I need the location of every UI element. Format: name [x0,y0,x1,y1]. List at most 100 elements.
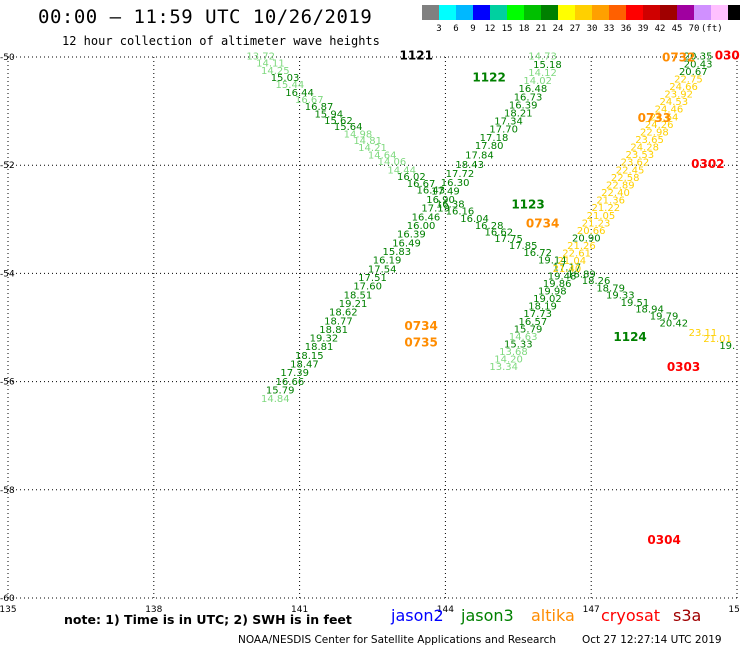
color-scale-label: 6 [453,24,459,34]
wave-height-label: 17.80 [475,141,504,152]
color-scale-label: 27 [569,24,581,34]
color-scale-label: 3 [436,24,442,34]
y-tick-label: -58 [0,486,15,496]
wave-height-label: 21.04 [557,256,586,267]
color-scale-label: 39 [637,24,649,34]
color-scale-label: 15 [501,24,513,34]
color-scale-swatch [422,5,439,20]
wave-height-label: 14.12 [528,68,557,79]
wave-height-label: 16.16 [446,206,475,217]
wave-height-label: 18.26 [582,276,611,287]
wave-height-label: 17.84 [465,151,494,162]
wave-height-label: 18.81 [319,325,348,336]
wave-height-label: 14.21 [358,143,387,154]
wave-height-label: 18.19 [528,302,557,313]
wave-height-label: 15.33 [504,340,533,351]
chart-title: 00:00 – 11:59 UTC 10/26/2019 [38,6,373,28]
wave-height-label: 17.34 [494,117,523,128]
pass-time-label: 0304 [647,533,680,547]
wave-height-label: 16.48 [519,84,548,95]
pass-time-label: 0732 [662,50,695,64]
wave-height-label: 20.42 [659,318,688,329]
wave-height-label: 17.75 [494,234,523,245]
color-scale-label: 18 [518,24,530,34]
wave-height-label: 16.19 [373,256,402,267]
wave-height-label: 24.53 [659,97,688,108]
legend-entry-jason2: jason2 [391,606,444,625]
color-scale-label: 36 [620,24,632,34]
wave-height-label: 20.67 [679,67,708,78]
color-scale-swatch [609,5,626,20]
wave-height-label: 14.98 [344,130,373,141]
footer-timestamp: Oct 27 12:27:14 UTC 2019 [582,634,722,646]
wave-height-label: 16.57 [519,317,548,328]
color-scale-swatch [660,5,677,20]
wave-height-label: 14.84 [261,394,290,405]
wave-height-label: 17.49 [431,186,460,197]
wave-height-label: 22.40 [601,188,630,199]
color-scale-swatch [473,5,490,20]
y-tick-label: -54 [0,269,15,279]
wave-height-label: 17.18 [480,133,509,144]
pass-time-label: 0734 [404,319,437,333]
color-scale-swatch [541,5,558,20]
wave-height-label: 21.40 [553,264,582,275]
x-tick-label: 150 [728,605,740,615]
wave-height-label: 16.04 [460,214,489,225]
wave-height-label: 22.58 [611,173,640,184]
wave-height-label: 17.85 [509,241,538,252]
wave-height-label: 14.02 [523,76,552,87]
wave-height-label: 17.39 [280,368,309,379]
wave-height-label: 18.81 [305,342,334,353]
wave-height-label: 19.02 [533,294,562,305]
wave-height-label: 19.14 [538,256,567,267]
wave-height-label: 15.94 [314,110,343,121]
x-tick-label: 141 [291,605,308,615]
wave-height-label: 13.72 [246,52,275,63]
wave-height-label: 18.51 [344,290,373,301]
wave-height-label: 17.17 [553,263,582,274]
wave-height-label: 16.00 [407,221,436,232]
pass-time-label: 0303 [667,360,700,374]
units-note: note: 1) Time is in UTC; 2) SWH is in fe… [64,612,352,627]
wave-height-label: 16.73 [514,92,543,103]
x-tick-label: 135 [0,605,17,615]
color-scale-swatch [677,5,694,20]
wave-height-label: 17.19 [421,204,450,215]
wave-height-label: 23.11 [689,328,718,339]
wave-height-label: 14.64 [368,151,397,162]
wave-height-label: 15.64 [334,122,363,133]
wave-height-label: 16.46 [412,212,441,223]
wave-height-label: 15.83 [382,247,411,258]
y-tick-label: -50 [0,53,15,63]
color-scale-swatch [439,5,456,20]
wave-height-label: 18.89 [567,270,596,281]
wave-height-label: 16.49 [392,238,421,249]
wave-height-label: 15.44 [276,80,305,91]
pass-time-label: 1122 [472,70,505,84]
wave-height-label: 18.15 [295,351,324,362]
wave-height-label: 14.73 [528,52,557,63]
wave-height-label: 23.53 [625,150,654,161]
wave-height-label: 18.43 [455,160,484,171]
pass-time-label: 030 [715,49,740,63]
wave-height-label: 20.43 [684,59,713,70]
x-tick-label: 144 [437,605,454,615]
pass-time-label: 0733 [638,111,671,125]
wave-height-label: 24.64 [650,112,679,123]
wave-height-label: 15.18 [533,60,562,71]
wave-height-label: 20.66 [577,226,606,237]
wave-height-label: 14.81 [353,136,382,147]
wave-height-label: 16.67 [295,95,324,106]
wave-height-label: 16.43 [416,185,445,196]
wave-height-label: 19.21 [339,299,368,310]
wave-height-label: 16.30 [441,178,470,189]
color-scale-swatch [728,5,740,20]
wave-height-label: 14.20 [494,355,523,366]
color-scale-label: 21 [535,24,547,34]
wave-height-label: 19.86 [543,279,572,290]
color-scale-swatch [524,5,541,20]
color-scale-label: 30 [586,24,598,34]
color-scale-swatch [558,5,575,20]
